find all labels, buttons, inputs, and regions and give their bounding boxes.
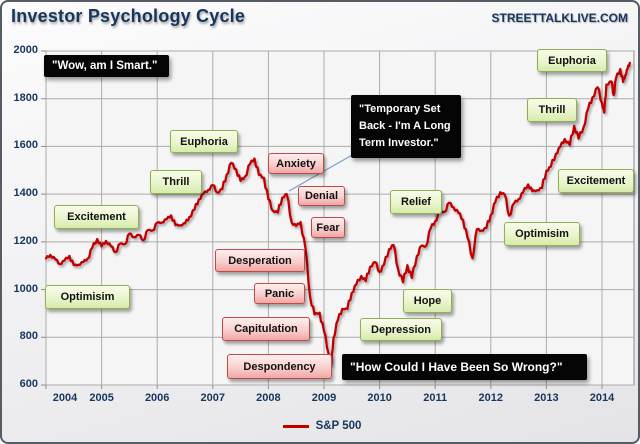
- x-tick-label: 2013: [534, 392, 559, 404]
- callout-relief: Relief: [390, 190, 442, 214]
- callout-label: Desperation: [228, 254, 292, 267]
- callout-label: Excitement: [566, 175, 626, 187]
- x-tick-label: 2006: [144, 392, 170, 404]
- callout-denial: Denial: [298, 186, 345, 206]
- legend-series-label: S&P 500: [315, 420, 362, 432]
- callout-label: Fear: [316, 221, 340, 234]
- callout-label: Depression: [371, 323, 431, 336]
- x-tick-label: 2014: [589, 392, 615, 404]
- quote-wow-am-i-smart: "Wow, am I Smart.": [44, 55, 169, 77]
- callout-label: Hope: [413, 295, 442, 307]
- callout-label: Despondency: [243, 360, 316, 373]
- callout-anxiety: Anxiety: [268, 153, 324, 174]
- y-tick-label: 2000: [13, 44, 38, 56]
- callout-depression: Depression: [360, 318, 442, 341]
- callout-label: Denial: [304, 190, 338, 202]
- y-tick-label: 1400: [13, 187, 38, 200]
- callout-thrill-right: Thrill: [527, 98, 577, 122]
- x-tick-label: 2008: [256, 392, 281, 404]
- y-tick-label: 1200: [13, 234, 38, 247]
- page-title: Investor Psychology Cycle: [11, 6, 246, 26]
- callout-excitement-right: Excitement: [558, 169, 634, 193]
- y-tick-label: 1800: [13, 91, 38, 104]
- sp500-series-line: [44, 61, 631, 367]
- y-tick-label: 800: [19, 330, 38, 343]
- x-tick-label: 2010: [367, 392, 392, 404]
- x-tick-label: 2005: [89, 392, 114, 404]
- quote-how-could-i-be-wrong: "How Could I Have Been So Wrong?": [342, 354, 587, 380]
- callout-label: Euphoria: [548, 54, 596, 67]
- callout-thrill-left: Thrill: [150, 170, 202, 194]
- callout-label: Panic: [264, 287, 295, 300]
- callout-euphoria-right: Euphoria: [537, 49, 607, 72]
- quote-text: "How Could I Have Been So Wrong?": [350, 360, 563, 374]
- callout-label: Capitulation: [234, 323, 298, 335]
- callout-label: Euphoria: [180, 135, 228, 148]
- quote-temporary-setback: "Temporary Set Back - I'm A Long Term In…: [351, 95, 461, 158]
- callout-despondency: Despondency: [227, 354, 332, 379]
- x-tick-label: 2007: [200, 392, 226, 404]
- callout-label: Optimisim: [515, 228, 569, 240]
- callout-capitulation: Capitulation: [222, 317, 310, 341]
- x-tick-label: 2009: [311, 392, 337, 404]
- x-tick-label: 2012: [478, 392, 504, 404]
- callout-optimisim-right: Optimisim: [504, 222, 580, 246]
- callout-label: Thrill: [162, 176, 190, 188]
- watermark-streettalklive: STREETTALKLIVE.COM: [491, 11, 628, 25]
- callout-label: Thrill: [538, 104, 566, 116]
- y-tick-label: 1000: [13, 282, 38, 295]
- callout-hope: Hope: [403, 289, 452, 313]
- callout-desperation: Desperation: [215, 249, 305, 272]
- callout-label: Optimisim: [60, 291, 115, 303]
- callout-euphoria-left: Euphoria: [170, 130, 238, 153]
- callout-label: Relief: [401, 196, 431, 208]
- callout-label: Anxiety: [276, 157, 316, 170]
- callout-excitement-left: Excitement: [54, 205, 139, 229]
- x-tick-label: 2004: [52, 392, 78, 404]
- y-tick-label: 600: [19, 378, 38, 390]
- quote-text: "Wow, am I Smart.": [52, 60, 158, 72]
- callout-label: Excitement: [67, 211, 126, 223]
- quote-text: "Temporary Set Back - I'm A Long Term In…: [359, 102, 451, 150]
- callout-fear: Fear: [311, 217, 345, 238]
- callout-optimisim-left: Optimisim: [45, 285, 130, 309]
- y-tick-label: 1600: [13, 139, 38, 152]
- legend-line-swatch: [282, 424, 309, 428]
- x-tick-label: 2011: [423, 392, 448, 404]
- callout-panic: Panic: [254, 283, 305, 304]
- chart-legend: S&P 500: [2, 416, 638, 436]
